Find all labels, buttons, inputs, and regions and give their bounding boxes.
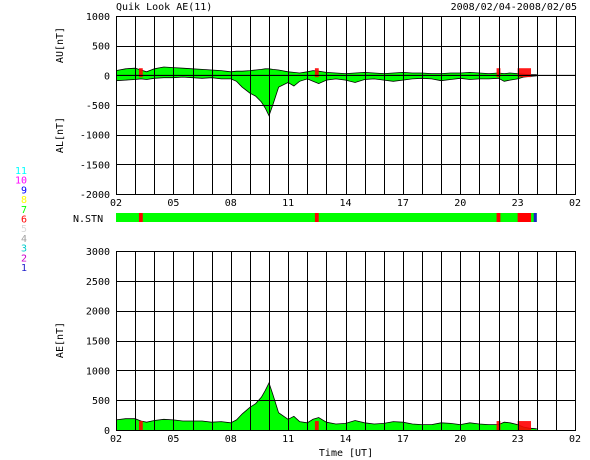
x-tick-label: 02 xyxy=(569,198,581,209)
x-tick-label: 20 xyxy=(454,198,466,209)
ae-fill xyxy=(116,382,537,430)
y-tick-label: -1000 xyxy=(80,131,110,142)
x-axis-title: Time [UT] xyxy=(319,448,373,459)
x-tick-label: 23 xyxy=(512,198,524,209)
storm-marker xyxy=(314,421,319,430)
nstn-label: N.STN xyxy=(73,214,103,225)
storm-marker xyxy=(314,68,319,78)
ae-y-tick-label: 1500 xyxy=(86,337,110,348)
station-bar-segment xyxy=(314,213,319,222)
ae-axis-label: AE[nT] xyxy=(55,322,66,358)
x-tick-label: 02 xyxy=(110,434,122,445)
x-tick-label: 17 xyxy=(397,198,409,209)
plot-frame xyxy=(116,16,576,195)
series-au-line xyxy=(115,66,537,76)
storm-marker xyxy=(138,421,143,430)
x-tick-label: 02 xyxy=(110,198,122,209)
x-tick-label: 20 xyxy=(454,434,466,445)
ae-y-tick-label: 2500 xyxy=(86,277,110,288)
y-tick-label: -2000 xyxy=(80,190,110,201)
station-legend-label: 5 xyxy=(21,224,27,235)
ae-y-tick-label: 3000 xyxy=(86,247,110,258)
x-tick-label: 11 xyxy=(282,198,294,209)
chart-title: Quik Look AE(11) xyxy=(116,2,212,13)
ae-y-tick-label: 1000 xyxy=(86,366,110,377)
ae-y-tick-label: 2000 xyxy=(86,307,110,318)
x-tick-label: 08 xyxy=(225,434,237,445)
x-tick-label: 14 xyxy=(339,434,351,445)
station-legend-label: 7 xyxy=(21,205,27,216)
series-ae-line xyxy=(115,381,537,430)
y-tick-label: -1500 xyxy=(80,160,110,171)
x-tick-label: 05 xyxy=(167,198,179,209)
x-tick-label: 14 xyxy=(339,198,351,209)
station-legend-label: 2 xyxy=(21,253,27,264)
y-tick-label: 0 xyxy=(104,71,110,82)
storm-marker xyxy=(496,68,501,78)
storm-marker xyxy=(138,68,143,78)
storm-marker xyxy=(517,421,532,430)
station-bar-segment xyxy=(533,213,537,222)
station-legend-label: 4 xyxy=(21,234,27,245)
ae-y-tick-label: 0 xyxy=(104,426,110,437)
al-axis-label: AL[nT] xyxy=(55,117,66,153)
station-legend-label: 10 xyxy=(15,176,27,187)
x-tick-label: 08 xyxy=(225,198,237,209)
x-tick-label: 17 xyxy=(397,434,409,445)
date-range: 2008/02/04-2008/02/05 xyxy=(451,2,577,13)
station-bar-segment xyxy=(496,213,501,222)
series-al-line xyxy=(115,75,537,117)
x-tick-label: 02 xyxy=(569,434,581,445)
storm-marker xyxy=(517,68,532,78)
y-tick-label: -500 xyxy=(86,101,110,112)
ae-y-tick-label: 500 xyxy=(92,396,110,407)
station-bar-segment xyxy=(138,213,143,222)
station-legend-label: 1 xyxy=(21,263,27,274)
station-legend-label: 3 xyxy=(21,244,27,255)
station-legend-label: 9 xyxy=(21,185,27,196)
y-tick-label: 1000 xyxy=(86,12,110,23)
station-bar-fill xyxy=(116,213,537,222)
y-tick-label: 500 xyxy=(92,42,110,53)
station-legend-label: 6 xyxy=(21,215,27,226)
station-legend-label: 11 xyxy=(15,166,27,177)
station-legend-label: 8 xyxy=(21,195,27,206)
station-count-bar xyxy=(116,213,537,222)
au-axis-label: AU[nT] xyxy=(55,27,66,63)
x-tick-label: 23 xyxy=(512,434,524,445)
storm-marker xyxy=(496,421,501,430)
x-tick-label: 11 xyxy=(282,434,294,445)
x-tick-label: 05 xyxy=(167,434,179,445)
station-bar-segment xyxy=(517,213,532,222)
plot-frame xyxy=(116,251,576,431)
